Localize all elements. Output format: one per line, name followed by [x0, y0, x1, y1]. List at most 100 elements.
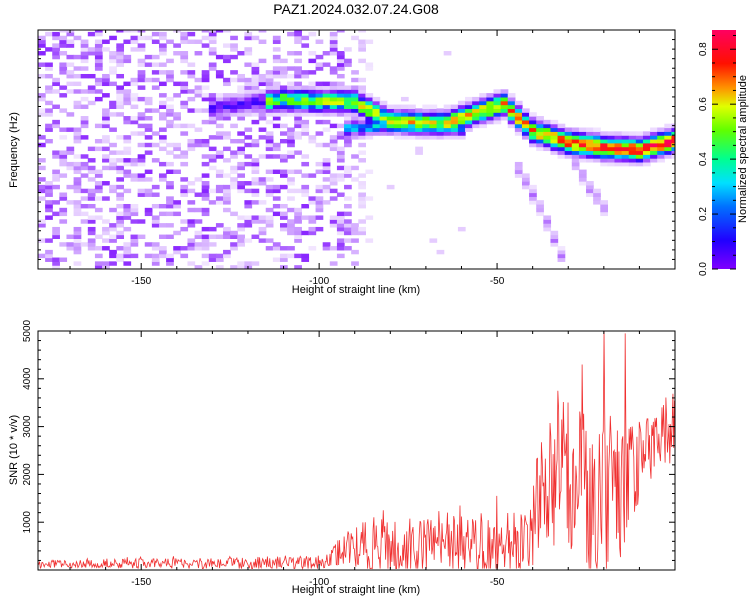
spectrogram-cell [230, 181, 238, 186]
spectrogram-cell [279, 89, 288, 94]
spectrogram-cell [244, 127, 253, 132]
spectrogram-cell [621, 150, 630, 155]
spectrogram-cell [294, 131, 302, 136]
spectrogram-cell [109, 35, 117, 41]
spectrogram-cell [635, 158, 644, 163]
spectrogram-cell [215, 196, 224, 201]
spectrogram-cell [52, 54, 60, 60]
spectrogram-cell [109, 184, 117, 190]
spectrogram-cell [94, 96, 103, 102]
spectrogram-cell [372, 96, 381, 102]
spectrogram-cell [102, 238, 110, 243]
spectrogram-cell [344, 93, 352, 98]
spectrogram-cell [80, 242, 89, 247]
spectrogram-cell [358, 150, 366, 155]
spectrogram-cell [244, 203, 253, 209]
spectrogram-cell [607, 146, 616, 152]
spectrogram-cell [336, 192, 345, 197]
spectrogram-cell [158, 116, 167, 121]
spectrogram-cell [45, 127, 53, 132]
spectrogram-cell [415, 150, 423, 155]
spectrogram-cell [379, 123, 388, 129]
spectrogram-cell [45, 215, 53, 220]
spectrogram-cell [322, 93, 331, 98]
spectrogram-cell [543, 142, 552, 148]
spectrogram-cell [87, 215, 96, 220]
spectrogram-cell [151, 242, 160, 247]
spectrogram-cell [59, 207, 68, 213]
spectrogram-cell [73, 230, 82, 236]
spectrogram-cell [344, 96, 352, 102]
spectrogram-cell [208, 253, 217, 259]
spectrogram-cell [244, 215, 253, 220]
spectrogram-cell [550, 119, 559, 125]
spectrogram-cell [344, 127, 352, 132]
spectrogram-cell [294, 104, 302, 109]
spectrogram-cell [187, 70, 196, 75]
spectrogram-cell [329, 85, 338, 90]
spectrogram-cell [87, 203, 96, 209]
spectrogram-cell [137, 73, 146, 79]
spectrogram-cell [571, 142, 580, 148]
spectrogram-cell [151, 158, 160, 163]
spectrogram-cell [223, 192, 231, 197]
spectrogram-cell [315, 161, 324, 167]
spectrogram-cell [621, 131, 630, 136]
spectrogram-cell [215, 93, 224, 98]
spectrogram-cell [123, 150, 132, 155]
spectrogram-cell [123, 211, 132, 217]
spectrogram-cell [38, 188, 46, 194]
spectrogram-cell [386, 184, 395, 190]
spectrogram-cell [52, 43, 60, 48]
spectrogram-cell [251, 215, 260, 220]
spectrogram-cell [66, 146, 75, 152]
spectrogram-cell [38, 142, 46, 148]
spectrogram-cell [180, 35, 189, 41]
spectrogram-cell [94, 31, 103, 37]
spectrogram-cell [322, 161, 331, 167]
spectrogram-cell [550, 146, 559, 152]
spectrogram-cell [158, 112, 167, 117]
spectrogram-cell [507, 108, 516, 113]
spectrogram-cell [187, 219, 196, 224]
spectrogram-cell [272, 85, 281, 90]
spectrogram-cell [130, 131, 139, 136]
spectrogram-cell [543, 223, 552, 228]
spectrogram-cell [45, 47, 53, 52]
spectrogram-cell [158, 104, 167, 109]
spectrogram-cell [244, 85, 253, 90]
spectrogram-cell [187, 108, 196, 113]
spectrogram-cell [265, 154, 274, 159]
spectrogram-cell [237, 112, 245, 117]
spectrogram-cell [294, 238, 302, 243]
spectrogram-cell [336, 93, 345, 98]
spectrogram-cell [379, 100, 388, 106]
spectrogram-cell [265, 146, 274, 152]
spectrogram-cell [379, 108, 388, 113]
spectrogram-cell [393, 104, 402, 109]
spectrogram-cell [358, 219, 366, 224]
spectrogram-cell [38, 43, 46, 48]
spectrogram-cell [493, 96, 502, 102]
spectrogram-cell [166, 70, 174, 75]
spectrogram-cell [457, 112, 466, 117]
spectrogram-cell [365, 96, 374, 102]
spectrogram-cell [294, 73, 302, 79]
spectrogram-cell [94, 184, 103, 190]
snr-series-line [38, 331, 675, 570]
spectrogram-cell [116, 169, 125, 174]
spectrogram-cell [94, 261, 103, 266]
spectrogram-cell [80, 39, 89, 44]
spectrogram-cell [287, 89, 295, 94]
spectrogram-cell [351, 154, 359, 159]
spectrogram-cell [557, 123, 566, 129]
spectrogram-cell [137, 43, 146, 48]
spectrogram-cell [514, 116, 523, 121]
spectrogram-cell [365, 116, 374, 121]
spectrogram-cell [336, 223, 345, 228]
spectrogram-cell [586, 138, 594, 144]
spectrogram-cell [87, 242, 96, 247]
spectrogram-cell [657, 154, 665, 159]
spectrogram-cell [557, 146, 566, 152]
spectrogram-cell [144, 188, 153, 194]
